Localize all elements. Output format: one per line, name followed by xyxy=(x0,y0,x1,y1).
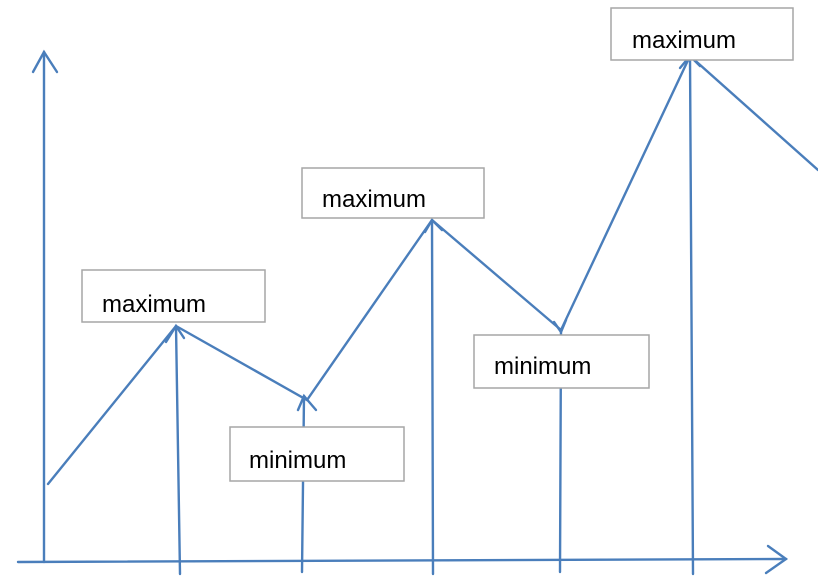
label-text-max-2: maximum xyxy=(322,186,426,213)
arrowhead-max-1 xyxy=(164,323,186,344)
label-max-3: maximum xyxy=(610,7,794,61)
label-min-2: minimum xyxy=(473,334,650,389)
projection-line-max-2 xyxy=(430,218,435,576)
y-axis-arrowhead xyxy=(31,49,59,74)
x-axis-arrowhead xyxy=(764,544,789,575)
projection-lines xyxy=(174,54,695,576)
label-box-max-1 xyxy=(81,269,266,323)
arrowhead-min-1 xyxy=(296,393,318,412)
extrema-arrowheads xyxy=(164,54,702,412)
label-text-max-1: maximum xyxy=(102,291,206,318)
label-text-max-3: maximum xyxy=(632,27,736,54)
x-axis-line xyxy=(16,557,788,564)
label-max-1: maximum xyxy=(81,269,266,323)
label-box-min-2 xyxy=(473,334,650,389)
label-box-max-3 xyxy=(610,7,794,61)
projection-line-max-1 xyxy=(174,324,182,576)
label-min-1: minimum xyxy=(229,426,405,482)
projection-line-max-3 xyxy=(688,54,695,576)
label-max-2: maximum xyxy=(301,167,485,219)
axes xyxy=(16,49,789,575)
label-text-min-1: minimum xyxy=(249,447,346,474)
projection-line-min-1 xyxy=(300,394,306,574)
arrowhead-min-2 xyxy=(552,318,568,335)
arrowhead-max-2 xyxy=(423,218,444,234)
label-text-min-2: minimum xyxy=(494,353,591,380)
label-box-max-2 xyxy=(301,167,485,219)
label-box-min-1 xyxy=(229,426,405,482)
